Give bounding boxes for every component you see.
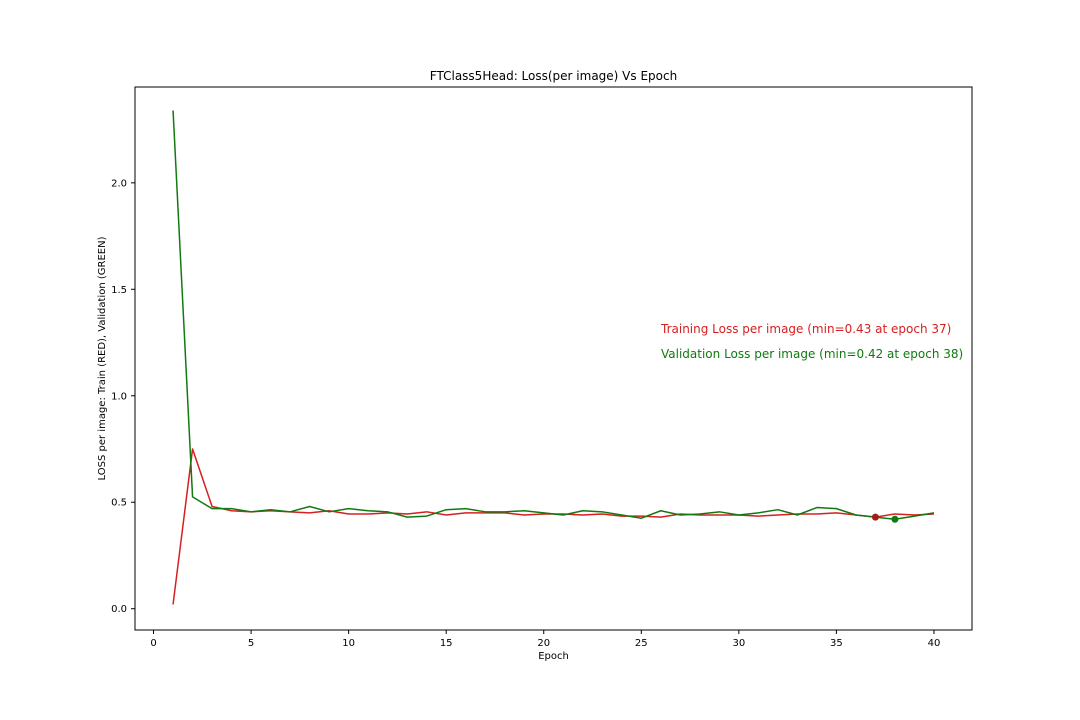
plot-area bbox=[134, 86, 973, 631]
chart-title: FTClass5Head: Loss(per image) Vs Epoch bbox=[430, 69, 677, 83]
x-tick-label: 35 bbox=[830, 638, 843, 649]
x-tick-label: 10 bbox=[342, 638, 355, 649]
x-tick-label: 15 bbox=[440, 638, 453, 649]
x-tick-label: 25 bbox=[635, 638, 648, 649]
y-tick-label: 0.5 bbox=[111, 498, 127, 509]
training-min-marker bbox=[871, 513, 879, 521]
y-axis-label: LOSS per image: Train (RED), Validation … bbox=[97, 236, 108, 480]
y-tick-label: 2.0 bbox=[111, 178, 127, 189]
min-markers bbox=[871, 513, 899, 523]
x-axis-label: Epoch bbox=[538, 651, 569, 662]
x-tick-label: 0 bbox=[150, 638, 156, 649]
x-tick-label: 40 bbox=[928, 638, 941, 649]
validation-min-marker bbox=[891, 515, 899, 523]
x-axis: 0 5 10 15 20 25 30 35 40 bbox=[150, 630, 940, 649]
x-tick-label: 20 bbox=[537, 638, 550, 649]
y-tick-label: 0.0 bbox=[111, 604, 127, 615]
series-layer bbox=[172, 110, 935, 605]
y-tick-label: 1.0 bbox=[111, 391, 127, 402]
x-tick-label: 30 bbox=[732, 638, 745, 649]
training-loss-line bbox=[172, 448, 934, 605]
x-tick-label: 5 bbox=[248, 638, 254, 649]
y-tick-label: 1.5 bbox=[111, 285, 127, 296]
y-axis: 0.0 0.5 1.0 1.5 2.0 bbox=[111, 178, 135, 615]
validation-loss-line bbox=[172, 110, 935, 521]
training-loss-annotation: Training Loss per image (min=0.43 at epo… bbox=[660, 322, 951, 336]
validation-loss-annotation: Validation Loss per image (min=0.42 at e… bbox=[661, 347, 963, 361]
